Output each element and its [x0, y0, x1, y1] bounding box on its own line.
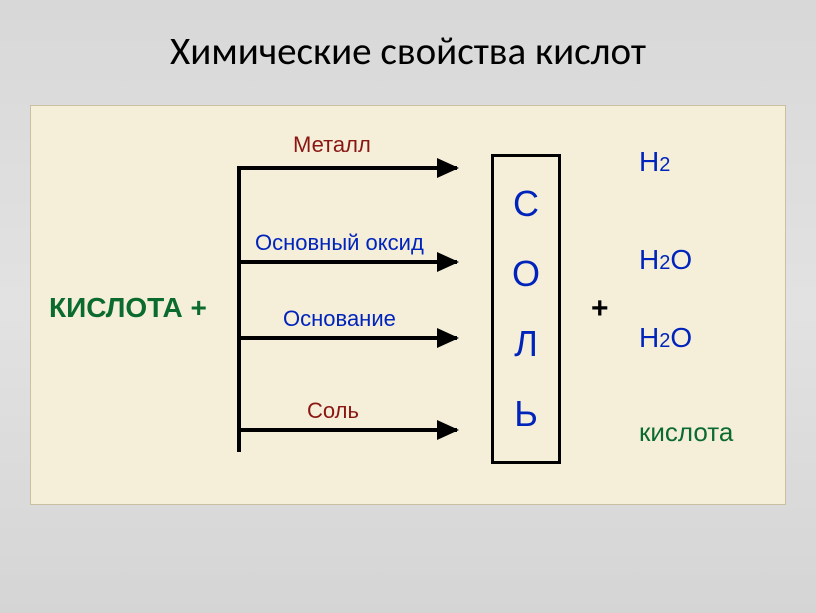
arrow-line [237, 336, 457, 340]
arrow-line [237, 166, 457, 170]
diagram-panel: КИСЛОТА + Металл Основный оксид Основание С… [30, 105, 786, 505]
product-label: H2O [639, 244, 692, 276]
plus-sign: + [591, 292, 609, 326]
salt-letter: Ь [514, 393, 538, 435]
salt-letter: С [513, 183, 539, 225]
product-label: H2 [639, 146, 670, 178]
product-label: H2O [639, 322, 692, 354]
arrow-label: Металл [293, 132, 371, 158]
salt-letter: О [512, 253, 540, 295]
acid-plus-label: КИСЛОТА + [49, 292, 207, 324]
arrow-label: Соль [307, 398, 359, 424]
bracket-line [237, 166, 241, 452]
page-title: Химические свойства кислот [0, 0, 816, 75]
arrow-line [237, 260, 457, 264]
product-label: кислота [639, 416, 733, 448]
arrow-line [237, 428, 457, 432]
arrow-label: Основание [283, 306, 396, 332]
salt-box: С О Л Ь [491, 154, 561, 464]
arrow-label: Основный оксид [255, 230, 424, 256]
salt-letter: Л [514, 323, 538, 365]
